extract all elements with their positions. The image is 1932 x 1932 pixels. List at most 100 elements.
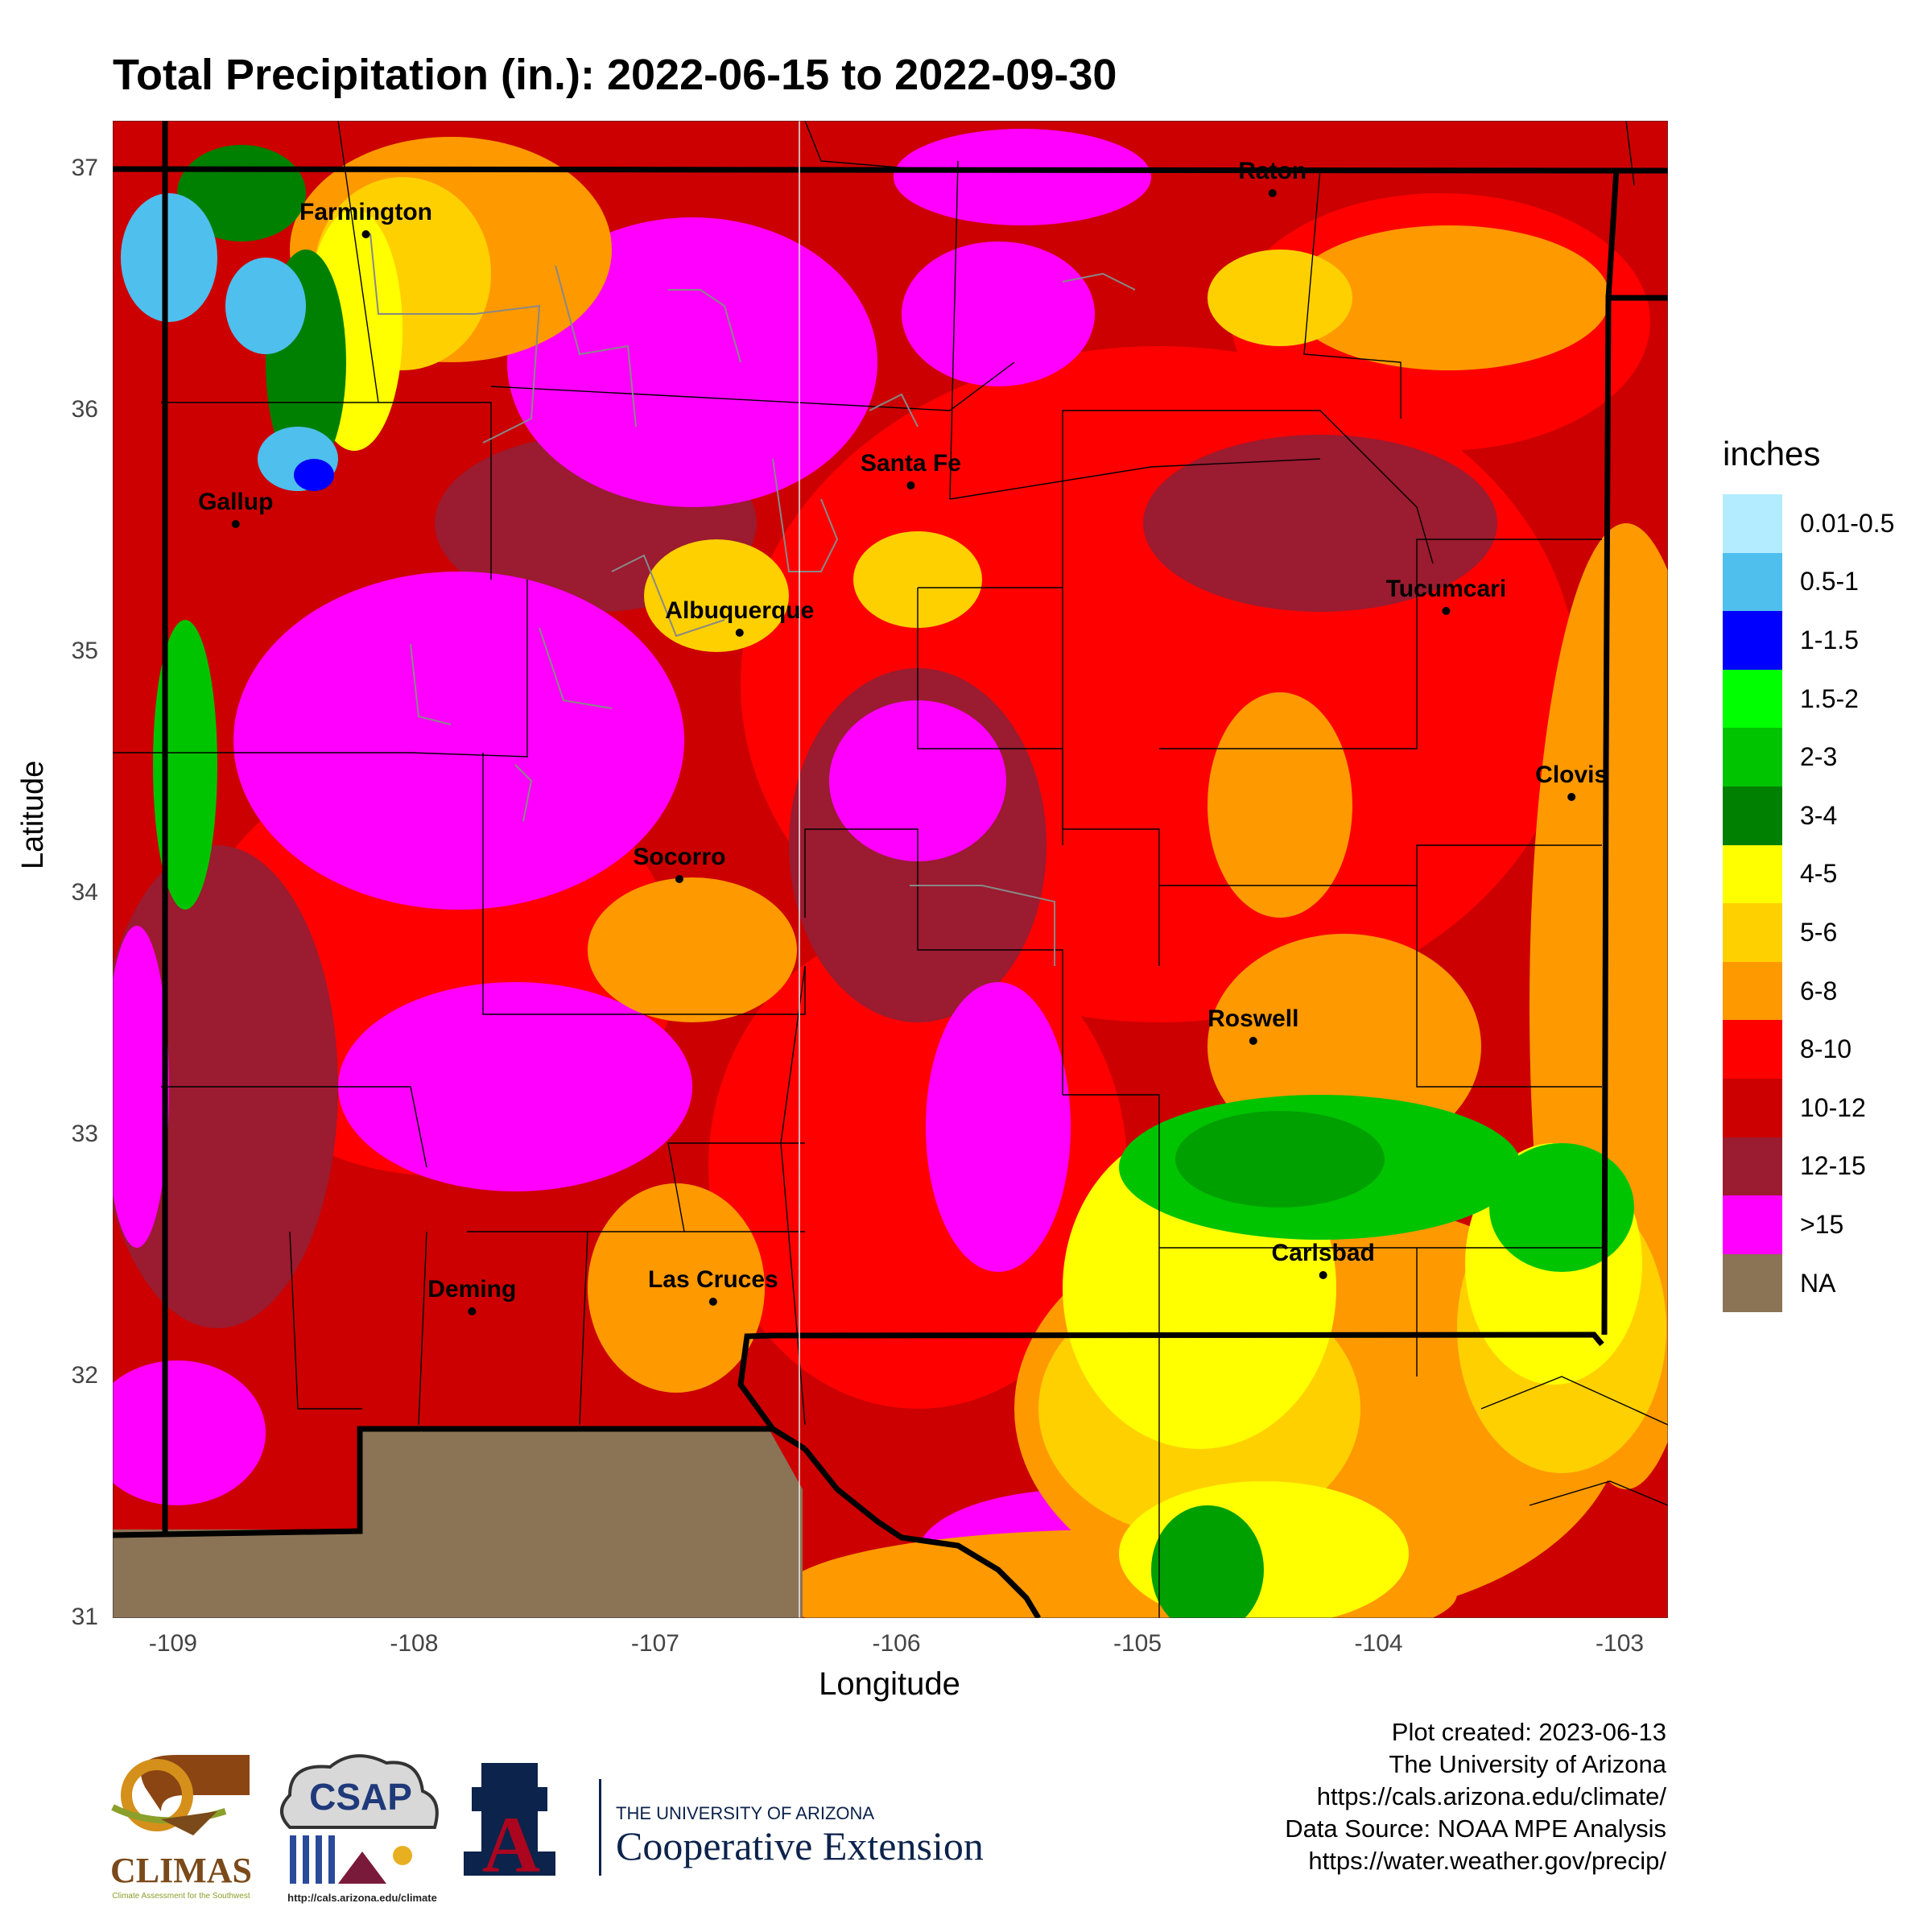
legend-label: >15: [1800, 1209, 1844, 1239]
legend-label: 2-3: [1800, 742, 1838, 772]
x-tick-label: -108: [390, 1630, 439, 1657]
ua-logo-dept: Cooperative Extension: [616, 1823, 984, 1868]
legend-label: 0.01-0.5: [1800, 508, 1895, 538]
legend-swatch: [1723, 1078, 1782, 1137]
legend-label: 1.5-2: [1800, 683, 1859, 713]
legend-label: 12-15: [1800, 1151, 1866, 1181]
legend-item: NA: [1723, 1253, 1894, 1313]
state-boundary: [113, 121, 1668, 1618]
legend-swatch: [1723, 669, 1782, 729]
legend-label: 5-6: [1800, 917, 1838, 947]
legend-label: 3-4: [1800, 800, 1838, 830]
climas-logo: CLIMAS Climate Assessment for the Southw…: [110, 1755, 252, 1901]
ua-logo-name: THE UNIVERSITY OF ARIZONA: [616, 1803, 874, 1823]
city-label: Carlsbad: [1271, 1240, 1374, 1266]
footer-line-created: Plot created: 2023-06-13: [1391, 1718, 1666, 1746]
city-dot: [906, 481, 915, 489]
legend-item: 10-12: [1723, 1078, 1894, 1137]
city-label: Roswell: [1208, 1005, 1298, 1032]
legend-item: >15: [1723, 1195, 1894, 1254]
footer-line-source: Data Source: NOAA MPE Analysis: [1285, 1814, 1666, 1843]
x-axis-label: Longitude: [819, 1666, 960, 1702]
legend-swatch: [1723, 494, 1782, 553]
legend-item: 1-1.5: [1723, 611, 1894, 670]
legend-item: 2-3: [1723, 728, 1894, 786]
x-tick-label: -105: [1113, 1630, 1162, 1657]
x-tick-label: -107: [630, 1630, 679, 1657]
city-label: Socorro: [633, 844, 725, 870]
city-label: Farmington: [299, 199, 432, 225]
ua-logo-letter: A: [482, 1800, 540, 1889]
legend-item: 0.01-0.5: [1723, 494, 1894, 553]
city-label: Santa Fe: [861, 450, 961, 477]
city-dot: [1268, 189, 1277, 197]
city-dot: [735, 629, 744, 637]
precipitation-map: Farmington Raton Santa Fe Gallup Albuquerque…: [113, 121, 1668, 1618]
logo-strip: CLIMAS Climate Assessment for the Southw…: [97, 1747, 1103, 1916]
legend-label: 8-10: [1800, 1034, 1852, 1064]
city-dot: [1319, 1271, 1327, 1279]
legend-swatch: [1723, 1137, 1782, 1196]
legend-swatch: [1723, 611, 1782, 670]
city-label: Albuquerque: [665, 597, 814, 624]
county-boundaries: [113, 121, 1668, 1618]
y-tick-label: 33: [71, 1121, 98, 1147]
legend-swatch: [1723, 903, 1782, 962]
climas-logo-text: CLIMAS: [110, 1851, 252, 1890]
ua-logo: A THE UNIVERSITY OF ARIZONA Cooperative …: [464, 1763, 984, 1889]
legend-swatch: [1723, 728, 1782, 786]
footer-line-url: https://cals.arizona.edu/climate/: [1316, 1782, 1666, 1810]
legend-swatch: [1723, 786, 1782, 845]
legend-label: 10-12: [1800, 1092, 1866, 1122]
legend-swatch: [1723, 961, 1782, 1021]
legend-item: 0.5-1: [1723, 552, 1894, 612]
city-dot: [231, 520, 240, 528]
y-tick-label: 31: [71, 1604, 98, 1630]
legend-rows: 0.01-0.5 0.5-1 1-1.5 1.5-2 2-3 3-4 4-5 5-6 6-8 8-…: [1723, 494, 1894, 1313]
city-label: Las Cruces: [648, 1266, 778, 1293]
map-title: Total Precipitation (in.): 2022-06-15 to…: [113, 51, 1117, 99]
x-tick-label: -106: [872, 1630, 921, 1657]
city-dot: [675, 875, 683, 883]
city-label: Raton: [1238, 158, 1307, 184]
y-tick-label: 37: [71, 155, 98, 181]
legend-item: 12-15: [1723, 1137, 1894, 1196]
city-dot: [708, 1298, 717, 1306]
city-dot: [468, 1307, 477, 1315]
city-label: Clovis: [1535, 762, 1608, 788]
city-label: Gallup: [198, 489, 273, 515]
city-dot: [1442, 607, 1451, 615]
y-tick-label: 34: [71, 879, 98, 906]
csap-logo-url: http://cals.arizona.edu/climate: [287, 1892, 437, 1904]
legend-item: 5-6: [1723, 903, 1894, 962]
legend-title: inches: [1723, 435, 1821, 473]
legend-label: 4-5: [1800, 859, 1838, 889]
climas-logo-subtitle: Climate Assessment for the Southwest: [112, 1892, 250, 1901]
y-tick-label: 32: [71, 1362, 98, 1389]
city-label: Tucumcari: [1386, 576, 1507, 602]
x-tick-label: -103: [1596, 1630, 1645, 1657]
legend-swatch: [1723, 552, 1782, 612]
footer-credits: Plot created: 2023-06-13 The University …: [1285, 1716, 1666, 1877]
legend-item: 1.5-2: [1723, 669, 1894, 729]
city-markers: Farmington Raton Santa Fe Gallup Albuquerque…: [198, 158, 1608, 1315]
legend-swatch: [1723, 1020, 1782, 1079]
legend-item: 8-10: [1723, 1020, 1894, 1079]
y-tick-label: 35: [71, 638, 98, 664]
city-dot: [1567, 793, 1576, 801]
city-dot: [1249, 1037, 1257, 1045]
legend-item: 6-8: [1723, 961, 1894, 1021]
x-tick-label: -104: [1354, 1630, 1403, 1657]
legend: inches 0.01-0.5 0.5-1 1-1.5 1.5-2 2-3 3-4 4-5 5…: [1723, 435, 1894, 1313]
y-axis-label: Latitude: [16, 760, 50, 869]
city-label: Deming: [427, 1276, 516, 1302]
legend-item: 4-5: [1723, 844, 1894, 904]
legend-item: 3-4: [1723, 786, 1894, 845]
precip-zones: [113, 129, 1668, 1618]
legend-swatch: [1723, 1253, 1782, 1313]
land-boundaries: [369, 233, 1136, 966]
footer-line-university: The University of Arizona: [1389, 1750, 1666, 1778]
y-tick-label: 36: [71, 396, 98, 423]
csap-logo: CSAP http://cals.arizona.edu/climate: [280, 1754, 439, 1904]
legend-swatch: [1723, 844, 1782, 904]
